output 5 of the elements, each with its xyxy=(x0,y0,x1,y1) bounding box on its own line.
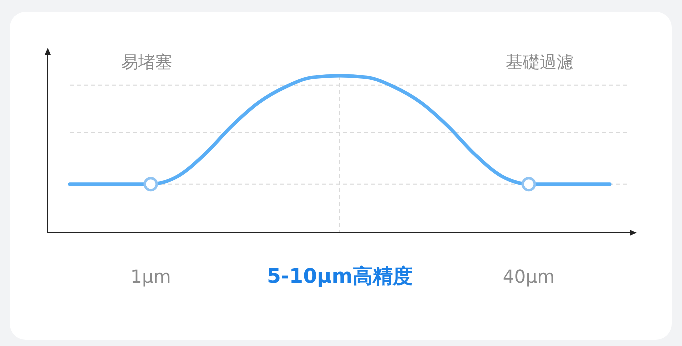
x-tick-label: 40μm xyxy=(503,267,555,288)
x-tick-label: 5-10μm高精度 xyxy=(267,264,413,288)
text: 易堵塞 xyxy=(122,53,172,73)
text: 基礎過濾 xyxy=(506,53,574,73)
x-tick-label: 1μm xyxy=(130,267,172,288)
